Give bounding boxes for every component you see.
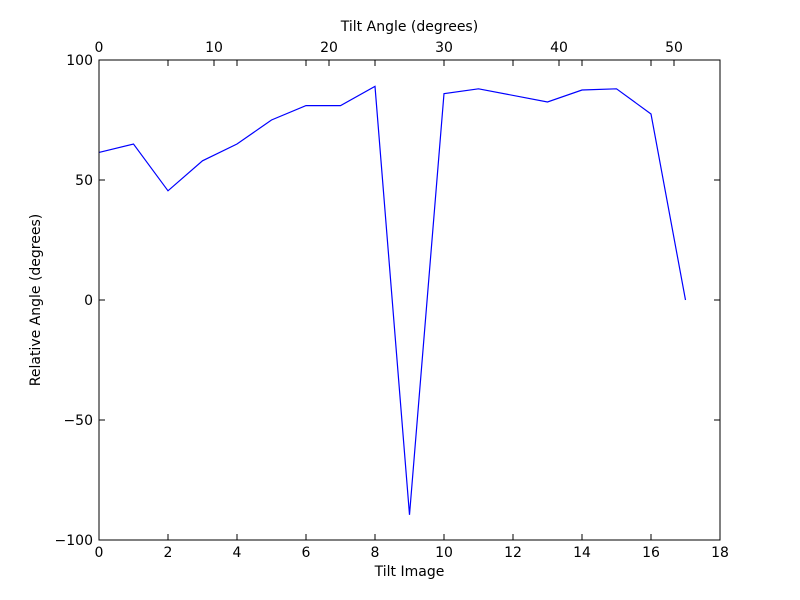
x-tick-label: 12 xyxy=(504,545,522,561)
tick-layer: 0 2 4 6 8 10 12 14 16 18 0 10 20 30 40 50 −100 −50 0 50 100 xyxy=(55,40,729,561)
x2-tick-label: 40 xyxy=(550,40,568,56)
x2-tick-label: 20 xyxy=(320,40,338,56)
x2-tick-label: 10 xyxy=(205,40,223,56)
x-tick-label: 4 xyxy=(233,545,242,561)
plot-frame xyxy=(98,59,721,541)
x2-tick-label: 50 xyxy=(665,40,683,56)
x-axis-title: Tilt Image xyxy=(374,564,445,580)
x-tick-label: 0 xyxy=(95,545,104,561)
series-layer xyxy=(98,85,687,515)
y-tick-label: −100 xyxy=(55,533,93,549)
x2-tick-label: 0 xyxy=(95,40,104,56)
series-line-0 xyxy=(98,85,687,515)
x-tick-label: 18 xyxy=(711,545,729,561)
x-tick-label: 14 xyxy=(573,545,591,561)
x2-tick-label: 30 xyxy=(435,40,453,56)
x-tick-label: 8 xyxy=(371,545,380,561)
x2-axis-title: Tilt Angle (degrees) xyxy=(340,19,478,35)
y-tick-label: 50 xyxy=(75,173,93,189)
y-tick-label: 100 xyxy=(66,53,93,69)
x-tick-label: 16 xyxy=(642,545,660,561)
y-tick-label: 0 xyxy=(84,293,93,309)
x-tick-label: 10 xyxy=(435,545,453,561)
y-tick-label: −50 xyxy=(63,413,93,429)
x-tick-label: 6 xyxy=(302,545,311,561)
x-tick-label: 2 xyxy=(164,545,173,561)
y-axis-title: Relative Angle (degrees) xyxy=(28,214,44,386)
